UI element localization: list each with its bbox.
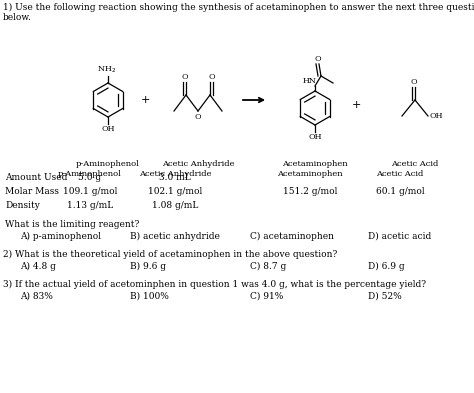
- Text: 5.0 g: 5.0 g: [78, 173, 101, 182]
- Text: O: O: [315, 55, 321, 63]
- Text: Acetic Anhydride: Acetic Anhydride: [139, 170, 211, 178]
- Text: D) 6.9 g: D) 6.9 g: [368, 262, 405, 271]
- Text: 60.1 g/mol: 60.1 g/mol: [376, 187, 424, 196]
- Text: Amount Used: Amount Used: [5, 173, 67, 182]
- Text: p-Aminophenol: p-Aminophenol: [76, 160, 140, 168]
- Text: O: O: [195, 113, 201, 121]
- Text: C) 91%: C) 91%: [250, 292, 283, 301]
- Text: Acetic Acid: Acetic Acid: [392, 160, 439, 168]
- Text: 109.1 g/mol: 109.1 g/mol: [63, 187, 117, 196]
- Text: p-Aminophenol: p-Aminophenol: [58, 170, 122, 178]
- Text: 102.1 g/mol: 102.1 g/mol: [148, 187, 202, 196]
- Text: OH: OH: [101, 125, 115, 133]
- Text: 1.08 g/mL: 1.08 g/mL: [152, 200, 198, 209]
- Text: C) acetaminophen: C) acetaminophen: [250, 232, 334, 241]
- Text: O: O: [181, 73, 188, 81]
- Text: 3.0 mL: 3.0 mL: [159, 173, 191, 182]
- Text: 151.2 g/mol: 151.2 g/mol: [283, 187, 337, 196]
- Text: B) 100%: B) 100%: [130, 292, 169, 301]
- Text: Molar Mass: Molar Mass: [5, 187, 59, 196]
- Text: +: +: [140, 95, 150, 105]
- Text: B) 9.6 g: B) 9.6 g: [130, 262, 166, 271]
- Text: D) acetic acid: D) acetic acid: [368, 232, 431, 241]
- Text: A) 83%: A) 83%: [20, 292, 53, 301]
- Text: OH: OH: [430, 112, 444, 120]
- Text: O: O: [208, 73, 215, 81]
- Text: Acetic Acid: Acetic Acid: [376, 170, 424, 178]
- Text: NH$_2$: NH$_2$: [98, 64, 117, 75]
- Text: 1.13 g/mL: 1.13 g/mL: [67, 200, 113, 209]
- Text: below.: below.: [3, 13, 32, 22]
- Text: Density: Density: [5, 200, 40, 209]
- Text: B) acetic anhydride: B) acetic anhydride: [130, 232, 220, 241]
- Text: D) 52%: D) 52%: [368, 292, 402, 301]
- Text: C) 8.7 g: C) 8.7 g: [250, 262, 286, 271]
- Text: Acetic Anhydride: Acetic Anhydride: [162, 160, 234, 168]
- Text: What is the limiting reagent?: What is the limiting reagent?: [5, 220, 139, 229]
- Text: A) p-aminophenol: A) p-aminophenol: [20, 232, 101, 241]
- Text: 3) If the actual yield of acetominphen in question 1 was 4.0 g, what is the perc: 3) If the actual yield of acetominphen i…: [3, 280, 426, 289]
- Text: +: +: [351, 100, 361, 110]
- Text: Acetaminophen: Acetaminophen: [277, 170, 343, 178]
- Text: Acetaminophen: Acetaminophen: [282, 160, 348, 168]
- Text: 1) Use the following reaction showing the synthesis of acetaminophen to answer t: 1) Use the following reaction showing th…: [3, 3, 474, 12]
- Text: 2) What is the theoretical yield of acetaminophen in the above question?: 2) What is the theoretical yield of acet…: [3, 250, 337, 259]
- Text: OH: OH: [308, 133, 322, 141]
- Text: A) 4.8 g: A) 4.8 g: [20, 262, 56, 271]
- Text: HN: HN: [303, 77, 317, 85]
- Text: O: O: [410, 78, 417, 86]
